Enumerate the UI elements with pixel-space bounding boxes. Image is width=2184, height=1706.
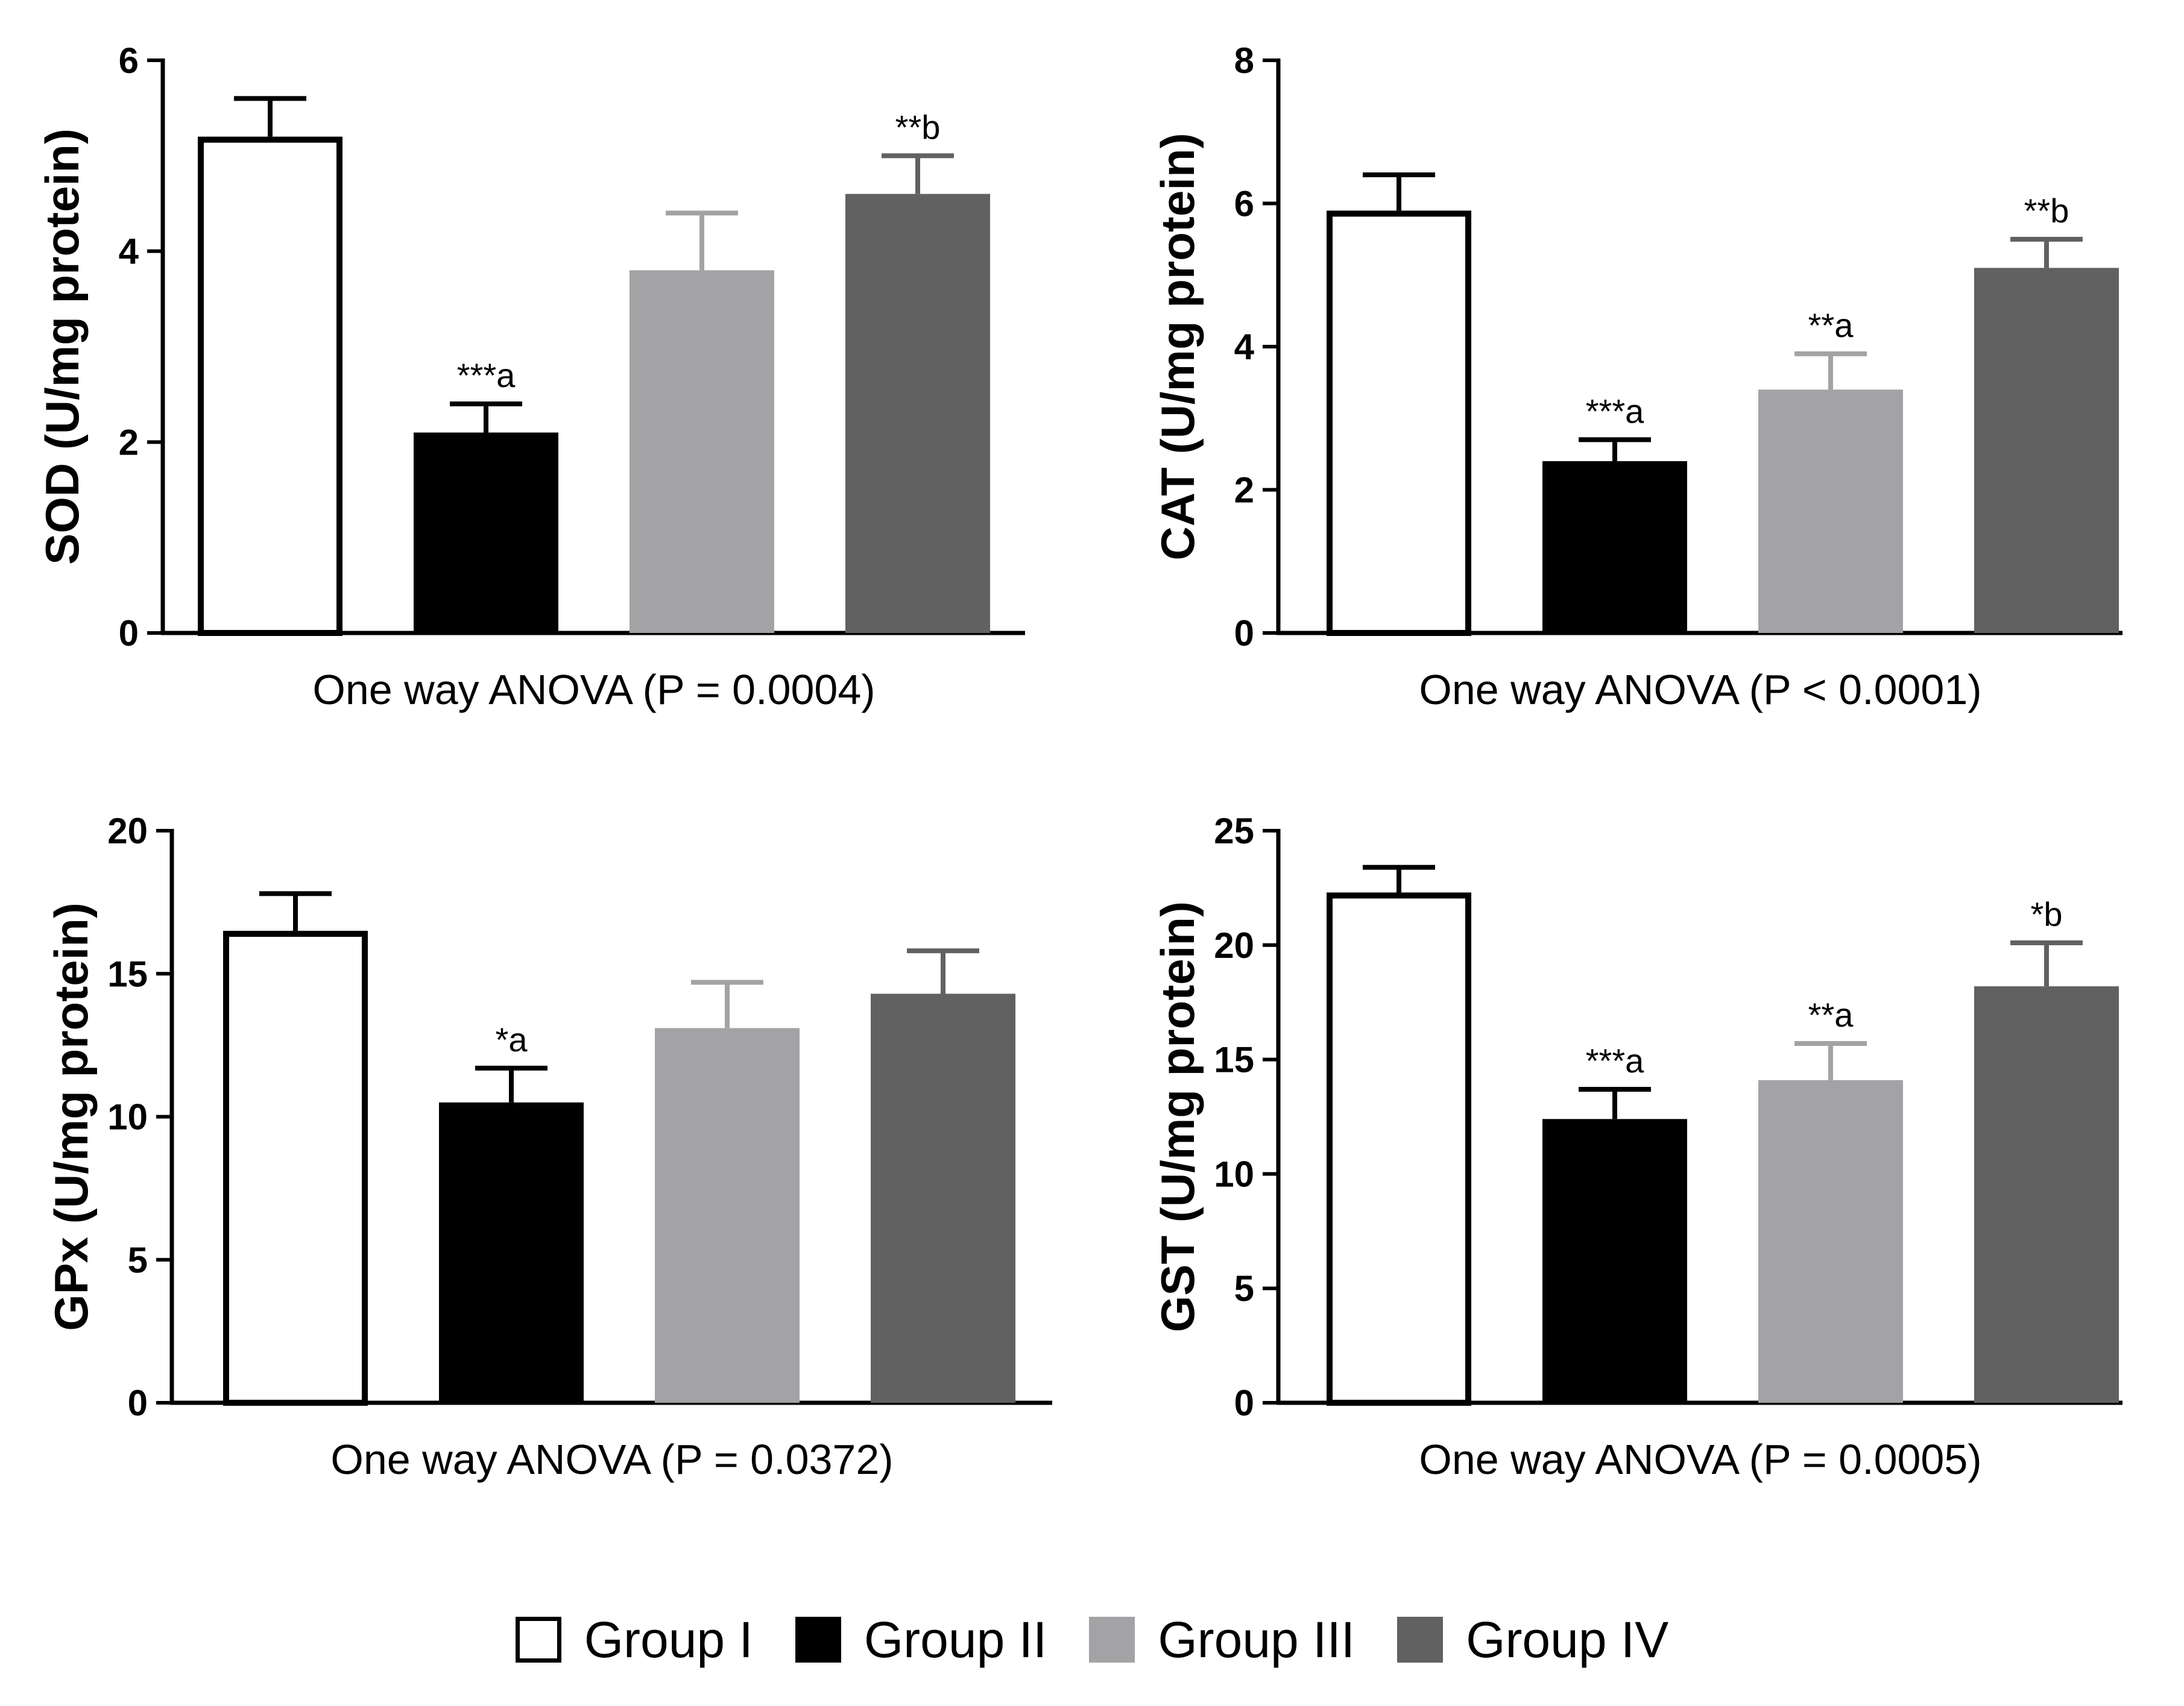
gst-significance-label-3: **a (1808, 996, 1854, 1034)
sod-y-tick-label: 0 (119, 613, 139, 653)
gst-y-tick-label: 25 (1214, 811, 1254, 851)
legend-label: Group IV (1466, 1611, 1669, 1668)
cat-bar-3 (1758, 389, 1903, 633)
gst-bar-1 (1327, 892, 1471, 1406)
gpx-y-axis-label: GPx (U/mg protein) (45, 902, 98, 1331)
legend-item-group-3: Group III (1089, 1611, 1355, 1669)
gst-y-axis-label: GST (U/mg protein) (1151, 901, 1204, 1332)
gst-significance-label-4: *b (2031, 895, 2063, 933)
gst-y-tick-label: 0 (1234, 1383, 1254, 1423)
gst-y-tick-label: 5 (1234, 1268, 1254, 1309)
gst-y-tick-label: 20 (1214, 925, 1254, 966)
cat-y-tick-label: 6 (1234, 184, 1254, 224)
gpx-y-tick-label: 15 (107, 954, 148, 994)
gpx-bar-3 (655, 1028, 800, 1403)
legend-label: Group I (584, 1611, 753, 1668)
cat-y-tick-label: 8 (1234, 40, 1254, 81)
legend-label: Group III (1158, 1611, 1356, 1668)
legend-swatch-group-1 (515, 1617, 561, 1663)
gst-significance-label-2: ***a (1586, 1042, 1644, 1080)
gpx-y-tick-label: 0 (128, 1383, 148, 1423)
cat-significance-label-3: **a (1808, 306, 1854, 344)
legend-item-group-1: Group I (515, 1611, 753, 1669)
gst-bar-4 (1974, 986, 2119, 1403)
legend-label: Group II (863, 1611, 1047, 1668)
sod-bar-4 (845, 194, 990, 634)
cat-significance-label-4: **b (2024, 192, 2069, 230)
legend-swatch-group-4 (1397, 1617, 1444, 1663)
cat-y-axis-label: CAT (U/mg protein) (1151, 133, 1204, 560)
sod-bar-2 (414, 432, 558, 633)
sod-y-tick-label: 6 (119, 40, 139, 81)
gpx-y-tick-label: 5 (128, 1240, 148, 1280)
cat-y-tick-label: 0 (1234, 613, 1254, 653)
legend-item-group-2: Group II (795, 1611, 1047, 1669)
cat-y-tick-label: 2 (1234, 470, 1254, 511)
gpx-significance-label-2: *a (496, 1021, 528, 1059)
gpx-bar-2 (439, 1102, 584, 1403)
legend-swatch-group-2 (795, 1617, 841, 1663)
sod-y-axis-label: SOD (U/mg protein) (36, 128, 89, 565)
sod-significance-label-4: **b (895, 108, 941, 146)
sod-significance-label-2: ***a (457, 356, 516, 394)
gst-bar-2 (1542, 1119, 1687, 1403)
gst-bar-3 (1758, 1080, 1903, 1403)
sod-anova-caption: One way ANOVA (P = 0.0004) (312, 666, 875, 713)
cat-bar-4 (1974, 268, 2119, 633)
gpx-bar-4 (871, 993, 1015, 1403)
gpx-y-tick-label: 10 (107, 1097, 148, 1138)
cat-anova-caption: One way ANOVA (P < 0.0001) (1419, 666, 1981, 713)
gpx-y-tick-label: 20 (107, 811, 148, 851)
legend: Group I Group II Group III Group IV (0, 1604, 2184, 1676)
cat-y-tick-label: 4 (1234, 327, 1255, 367)
gst-y-tick-label: 15 (1214, 1040, 1254, 1080)
sod-bar-1 (198, 136, 342, 636)
gst-y-tick-label: 10 (1214, 1154, 1254, 1194)
cat-bar-1 (1327, 210, 1471, 636)
sod-y-tick-label: 4 (119, 231, 139, 272)
legend-item-group-4: Group IV (1397, 1611, 1668, 1669)
sod-bar-3 (630, 270, 774, 633)
cat-bar-2 (1542, 461, 1687, 633)
legend-swatch-group-3 (1089, 1617, 1135, 1663)
gpx-bar-1 (223, 931, 368, 1406)
gpx-anova-caption: One way ANOVA (P = 0.0372) (330, 1436, 893, 1483)
cat-significance-label-2: ***a (1586, 392, 1644, 430)
gst-anova-caption: One way ANOVA (P = 0.0005) (1419, 1436, 1981, 1483)
sod-y-tick-label: 2 (119, 422, 139, 462)
